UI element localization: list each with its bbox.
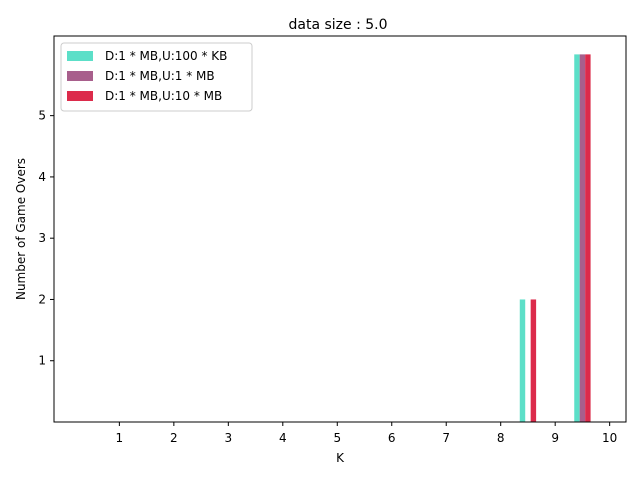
bar-3-k9	[530, 299, 537, 422]
plot-frame	[53, 35, 627, 423]
legend-label: D:1 * MB,U:10 * MB	[105, 89, 222, 103]
bar-1-k10	[574, 54, 580, 422]
x-tick-label: 10	[602, 431, 617, 445]
bars-layer	[519, 54, 591, 422]
y-tick-label: 5	[38, 109, 46, 123]
x-axis-label: K	[336, 451, 345, 465]
x-tick-label: 4	[279, 431, 287, 445]
x-tick-label: 3	[225, 431, 233, 445]
legend-swatch	[67, 71, 93, 81]
legend-label: D:1 * MB,U:100 * KB	[105, 49, 227, 63]
y-axis-label: Number of Game Overs	[14, 158, 28, 300]
bar-2-k10	[579, 54, 586, 422]
y-tick-label: 2	[38, 292, 46, 306]
x-tick-label: 1	[116, 431, 124, 445]
y-tick-label: 1	[38, 354, 46, 368]
x-tick-label: 8	[497, 431, 505, 445]
legend-label: D:1 * MB,U:1 * MB	[105, 69, 215, 83]
x-axis: 1 2 3 4 5 6 7 8 9 10	[116, 422, 617, 445]
legend: D:1 * MB,U:100 * KB D:1 * MB,U:1 * MB D:1 …	[60, 42, 253, 112]
x-tick-label: 5	[333, 431, 341, 445]
x-tick-label: 9	[551, 431, 559, 445]
y-axis: 1 2 3 4 5	[38, 109, 54, 368]
bar-3-k10	[585, 54, 591, 422]
legend-swatch	[67, 51, 93, 61]
y-tick-label: 4	[38, 170, 46, 184]
chart-title: data size : 5.0	[288, 17, 387, 33]
x-tick-label: 7	[442, 431, 450, 445]
x-tick-label: 2	[170, 431, 178, 445]
bar-1-k9	[519, 299, 526, 422]
x-tick-label: 6	[388, 431, 396, 445]
legend-box	[60, 42, 253, 112]
legend-swatch	[67, 91, 93, 101]
y-tick-label: 3	[38, 231, 46, 245]
